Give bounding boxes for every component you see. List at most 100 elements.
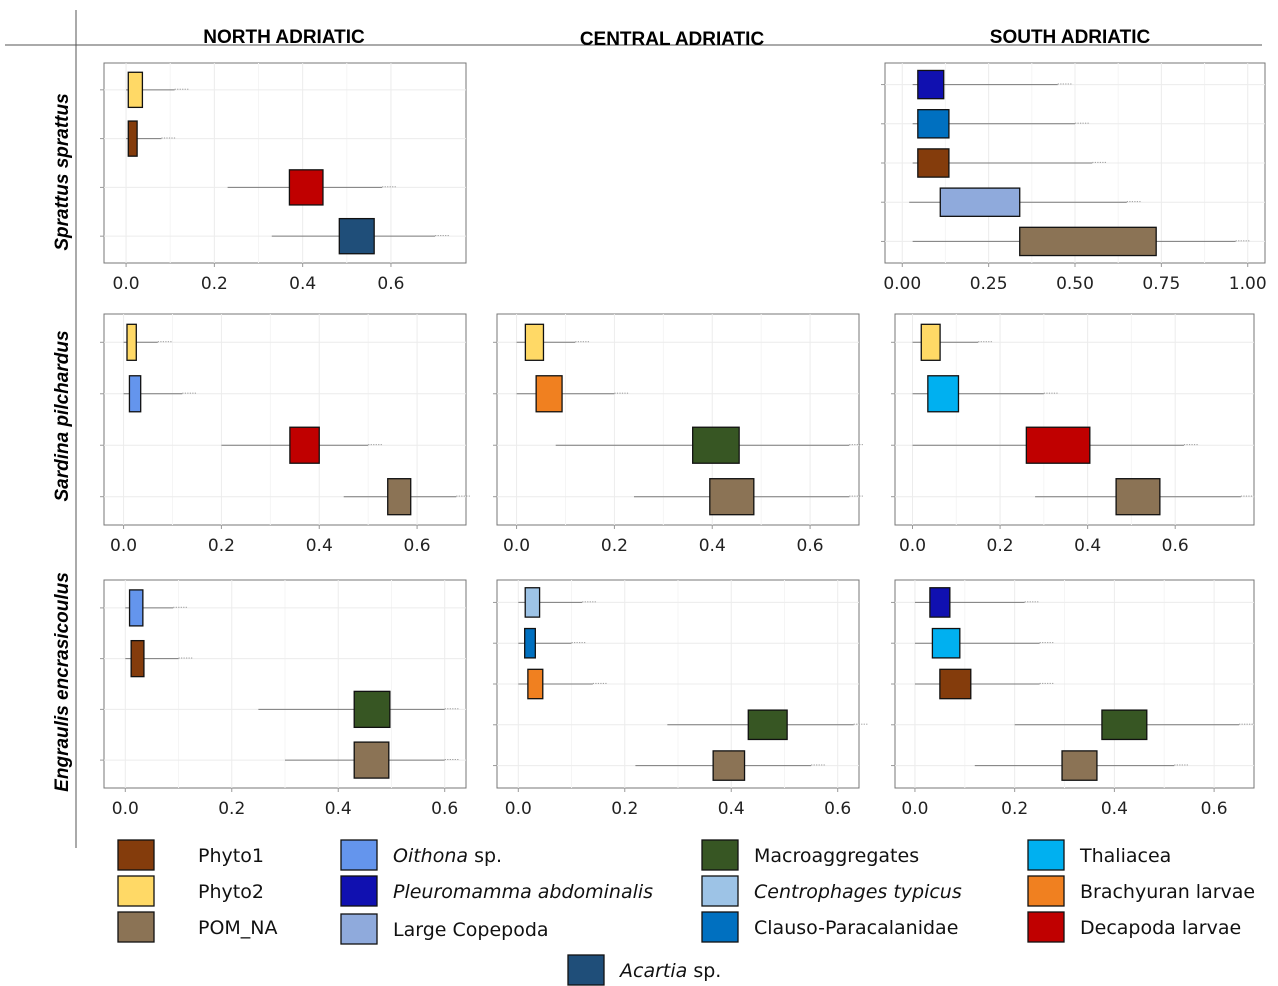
- x-tick-label: 0.6: [404, 536, 431, 556]
- box-macroaggregates: [1014, 709, 1253, 741]
- legend-swatch: [117, 875, 155, 907]
- x-tick-label: 0.2: [1001, 799, 1028, 819]
- column-header-north: NORTH ADRIATIC: [203, 27, 365, 48]
- box-oithona-sp: [123, 375, 196, 413]
- box-iqr: [130, 639, 145, 678]
- box-decapoda-larvae: [221, 426, 382, 464]
- x-tick-label: 0.25: [970, 274, 1008, 294]
- x-tick-label: 0.50: [1056, 274, 1094, 294]
- box-iqr: [920, 323, 941, 361]
- box-phyto2: [123, 323, 172, 361]
- legend-label-text: Oithona: [393, 845, 468, 867]
- legend: Phyto1 Phyto2 POM_NA Oithona sp. Pleuromamma…: [117, 839, 1255, 986]
- box-oithona-sp: [125, 589, 187, 627]
- x-tick-label: 0.2: [208, 536, 235, 556]
- x-tick-label: 0.4: [718, 799, 745, 819]
- x-tick-label: 0.4: [699, 536, 726, 556]
- box-iqr: [1025, 426, 1091, 464]
- box-iqr: [929, 587, 951, 618]
- box-phyto1: [914, 668, 1054, 700]
- legend-label-text: Large Copepoda: [393, 919, 549, 941]
- legend-swatch: [340, 839, 378, 871]
- panel-sprattus-sprattus-south-adriatic: 0.00 0.25 0.50 0.75 1.00: [881, 62, 1267, 294]
- legend-label-text: POM_NA: [198, 917, 278, 939]
- box-clauso-paracalanidae: [912, 109, 1089, 139]
- box-iqr: [692, 426, 740, 464]
- x-tick-label: 0.4: [306, 536, 333, 556]
- legend-item-decapoda-larvae: Decapoda larvae: [1027, 911, 1241, 943]
- legend-label-text: Decapoda larvae: [1080, 917, 1241, 939]
- box-decapoda-larvae: [912, 426, 1198, 464]
- legend-label-text: Centrophages typicus: [754, 881, 962, 903]
- box-iqr: [939, 187, 1021, 217]
- x-tick-label: 0.2: [201, 274, 228, 294]
- x-tick-label: 0.00: [883, 274, 921, 294]
- legend-item-phyto2: Phyto2: [117, 875, 264, 907]
- x-tick-label: 0.4: [325, 799, 352, 819]
- x-tick-label: 0.2: [601, 536, 628, 556]
- x-tick-label: 0.0: [503, 536, 530, 556]
- box-macroaggregates: [555, 426, 863, 464]
- legend-label: Pleuromamma abdominalis: [393, 881, 653, 903]
- box-decapoda-larvae: [227, 169, 396, 206]
- x-tick-label: 0.6: [377, 274, 404, 294]
- box-iqr: [524, 627, 536, 659]
- panel-frame: [103, 313, 467, 526]
- legend-item-large-copepoda: Large Copepoda: [340, 913, 549, 945]
- box-iqr: [1019, 226, 1157, 257]
- x-tick-label: 0.0: [505, 799, 532, 819]
- legend-label-text: Pleuromamma abdominalis: [393, 881, 653, 903]
- legend-label: POM_NA: [198, 917, 278, 939]
- box-clauso-paracalanidae: [518, 627, 586, 659]
- box-iqr: [1101, 709, 1148, 741]
- legend-label-text: Phyto1: [198, 845, 264, 867]
- box-iqr: [747, 709, 788, 741]
- x-tick-label: 0.6: [824, 799, 851, 819]
- x-tick-label: 0.0: [899, 536, 926, 556]
- legend-label-suffix: sp.: [468, 845, 502, 867]
- box-iqr: [939, 668, 972, 700]
- x-tick-label: 0.0: [110, 536, 137, 556]
- panel-engraulis-encrasicoulus-north-adriatic: 0.0 0.2 0.4 0.6: [100, 579, 467, 819]
- box-pom-na: [1035, 478, 1255, 516]
- row-header-sprattus: Sprattus sprattus: [52, 93, 73, 250]
- legend-label: Centrophages typicus: [754, 881, 962, 903]
- legend-swatch: [340, 913, 378, 945]
- box-iqr: [353, 741, 390, 779]
- x-tick-label: 0.4: [1101, 799, 1128, 819]
- x-tick-label: 0.0: [901, 799, 928, 819]
- box-iqr: [917, 148, 950, 178]
- box-iqr: [127, 120, 138, 157]
- legend-label-text: Phyto2: [198, 881, 264, 903]
- legend-swatch: [1027, 839, 1065, 871]
- legend-label-text: Macroaggregates: [754, 845, 919, 867]
- legend-label-text: Brachyuran larvae: [1080, 881, 1255, 903]
- legend-item-pom-na: POM_NA: [117, 911, 278, 943]
- panel-engraulis-encrasicoulus-central-adriatic: 0.0 0.2 0.4 0.6: [493, 579, 868, 819]
- legend-label: Oithona sp.: [393, 845, 502, 867]
- legend-item-oithona-sp: Oithona sp.: [340, 839, 502, 871]
- box-iqr: [338, 217, 375, 255]
- box-iqr: [524, 587, 541, 618]
- box-large-copepoda: [909, 187, 1141, 217]
- x-tick-label: 0.4: [1074, 536, 1101, 556]
- legend-swatch: [567, 954, 605, 986]
- legend-swatch: [1027, 911, 1065, 943]
- x-tick-label: 0.0: [112, 799, 139, 819]
- box-phyto2: [516, 323, 589, 361]
- legend-label-text: Clauso-Paracalanidae: [754, 917, 958, 939]
- box-pom-na: [285, 741, 459, 779]
- legend-swatch: [340, 875, 378, 907]
- box-pleuromamma-abdominalis: [912, 69, 1072, 100]
- row-header-engraulis: Engraulis encrasicoulus: [52, 572, 73, 792]
- box-iqr: [289, 426, 320, 464]
- box-iqr: [917, 69, 945, 100]
- box-pom-na: [635, 750, 825, 781]
- x-tick-label: 0.2: [611, 799, 638, 819]
- box-phyto1: [126, 120, 176, 157]
- legend-item-pleuromamma-abdominalis: Pleuromamma abdominalis: [340, 875, 653, 907]
- boxplot-panels: 0.0 0.2 0.4 0.6 0.00 0.25 0.50 0.75 1.000.0 0.2 0.…: [100, 62, 1267, 819]
- x-tick-label: 1.00: [1229, 274, 1267, 294]
- legend-swatch: [117, 911, 155, 943]
- box-thaliacea: [914, 627, 1054, 659]
